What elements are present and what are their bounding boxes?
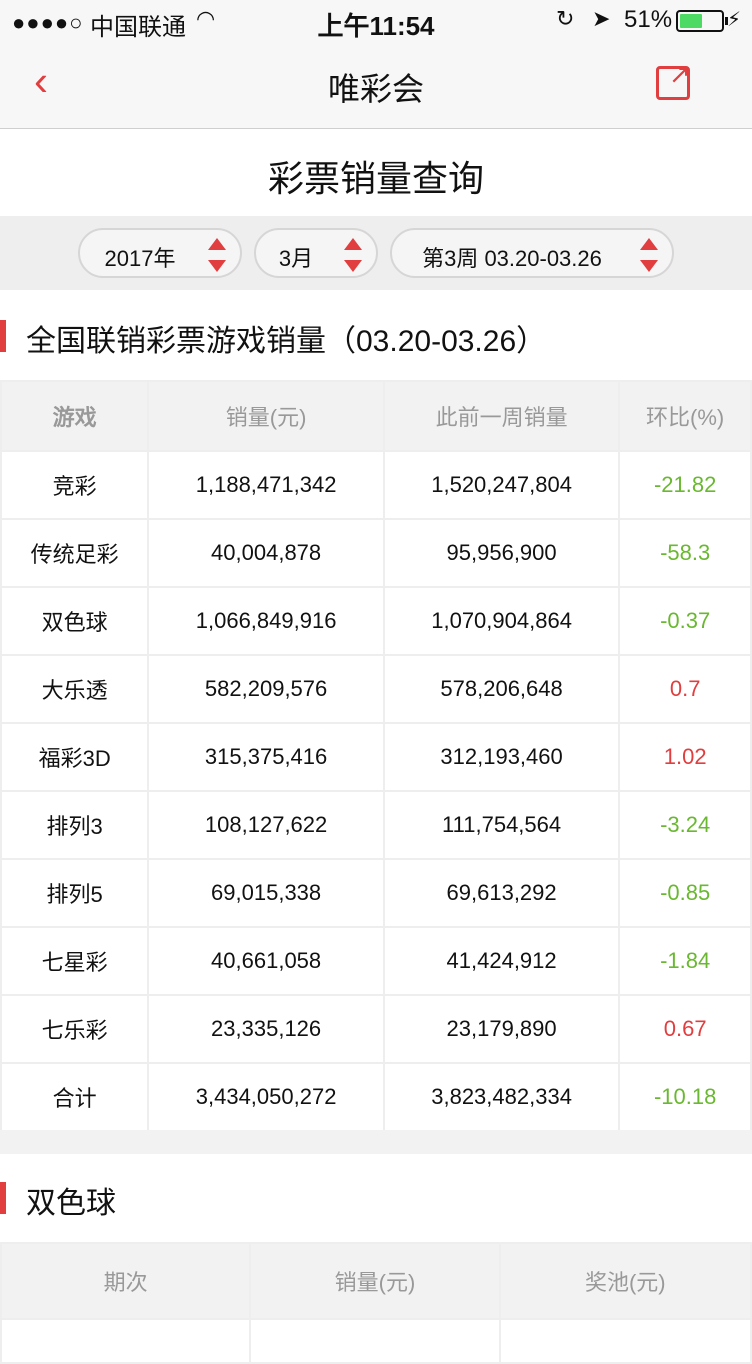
game-name: 竞彩: [0, 450, 150, 520]
sort-arrows-icon: [344, 238, 362, 272]
battery-percent: 51%: [624, 6, 673, 33]
share-icon[interactable]: ↗: [656, 59, 691, 100]
wifi-icon: ◠: [196, 6, 216, 31]
sales-value: 108,127,622: [147, 790, 385, 860]
header-issue: 期次: [0, 1242, 252, 1320]
table-row[interactable]: 七星彩 40,661,058 41,424,912 -1.84: [0, 926, 752, 996]
table-header-row: 期次 销量(元) 奖池(元): [0, 1242, 752, 1320]
signal-strength: ●●●●○: [12, 10, 84, 35]
section-accent-bar: [0, 320, 6, 352]
prev-sales-value: 111,754,564: [382, 790, 621, 860]
sales-value: 1,188,471,342: [147, 450, 385, 520]
prev-sales-value: 95,956,900: [382, 518, 621, 588]
section-ssq: 双色球: [0, 1178, 752, 1220]
status-bar: ●●●●○ 中国联通 ◠ 上午11:54 ↻ ➤ 51% ⚡: [0, 0, 752, 41]
ssq-table: 期次 销量(元) 奖池(元): [0, 1242, 752, 1364]
header-sales: 销量(元): [249, 1242, 501, 1320]
page-title: 彩票销量查询: [267, 158, 484, 199]
ratio-value: 0.67: [618, 994, 752, 1064]
game-name: 七乐彩: [0, 994, 150, 1064]
ratio-value: -3.24: [618, 790, 752, 860]
sales-value: 40,661,058: [147, 926, 385, 996]
table-header-row: 游戏 销量(元) 此前一周销量 环比(%): [0, 380, 752, 452]
nav-title: 唯彩会: [327, 71, 424, 107]
prev-sales-value: 312,193,460: [382, 722, 621, 792]
battery-icon: [676, 10, 728, 32]
ratio-value: -21.82: [618, 450, 752, 520]
prev-sales-value: 578,206,648: [382, 654, 621, 724]
table-row[interactable]: 竞彩 1,188,471,342 1,520,247,804 -21.82: [0, 450, 752, 520]
prev-sales-value: 1,070,904,864: [382, 586, 621, 656]
rotation-lock-icon: ↻: [556, 6, 575, 31]
sales-value: 1,066,849,916: [147, 586, 385, 656]
game-name: 双色球: [0, 586, 150, 656]
game-name: 传统足彩: [0, 518, 150, 588]
sort-arrows-icon: [208, 238, 226, 272]
ratio-value: -10.18: [618, 1062, 752, 1132]
prev-sales-value: 1,520,247,804: [382, 450, 621, 520]
status-time: 上午11:54: [317, 11, 435, 41]
year-value: 2017年: [104, 246, 176, 271]
prev-sales-value: 69,613,292: [382, 858, 621, 928]
table-row[interactable]: 传统足彩 40,004,878 95,956,900 -58.3: [0, 518, 752, 588]
table-row[interactable]: 双色球 1,066,849,916 1,070,904,864 -0.37: [0, 586, 752, 656]
prev-sales-value: 23,179,890: [382, 994, 621, 1064]
sales-value: 3,434,050,272: [147, 1062, 385, 1132]
section-divider: [0, 1130, 752, 1154]
header-sales: 销量(元): [147, 380, 385, 452]
game-name: 福彩3D: [0, 722, 150, 792]
game-name: 合计: [0, 1062, 150, 1132]
month-select[interactable]: 3月: [254, 228, 378, 278]
sales-value: 582,209,576: [147, 654, 385, 724]
game-name: 排列3: [0, 790, 150, 860]
sales-value: 23,335,126: [147, 994, 385, 1064]
sales-value: 40,004,878: [147, 518, 385, 588]
table-row[interactable]: 排列5 69,015,338 69,613,292 -0.85: [0, 858, 752, 928]
table-row[interactable]: 七乐彩 23,335,126 23,179,890 0.67: [0, 994, 752, 1064]
ratio-value: -1.84: [618, 926, 752, 996]
ratio-value: -0.37: [618, 586, 752, 656]
sales-value: 69,015,338: [147, 858, 385, 928]
header-game: 游戏: [0, 380, 150, 452]
section-title: 双色球: [26, 1187, 116, 1220]
back-chevron-icon[interactable]: ‹: [34, 57, 48, 104]
week-select[interactable]: 第3周 03.20-03.26: [390, 228, 674, 278]
prev-sales-value: 3,823,482,334: [382, 1062, 621, 1132]
ratio-value: 0.7: [618, 654, 752, 724]
game-name: 大乐透: [0, 654, 150, 724]
ratio-value: -58.3: [618, 518, 752, 588]
header-jackpot: 奖池(元): [498, 1242, 752, 1320]
sales-value: 315,375,416: [147, 722, 385, 792]
carrier-name: 中国联通: [90, 14, 186, 41]
ratio-value: -0.85: [618, 858, 752, 928]
week-value: 第3周 03.20-03.26: [422, 246, 602, 271]
prev-sales-value: 41,424,912: [382, 926, 621, 996]
location-icon: ➤: [592, 6, 611, 31]
month-value: 3月: [278, 246, 314, 271]
table-row[interactable]: 福彩3D 315,375,416 312,193,460 1.02: [0, 722, 752, 792]
sales-table: 游戏 销量(元) 此前一周销量 环比(%) 竞彩 1,188,471,342 1,5…: [0, 380, 752, 1132]
table-row-total: 合计 3,434,050,272 3,823,482,334 -10.18: [0, 1062, 752, 1132]
section-national-sales: 全国联销彩票游戏销量（03.20-03.26）: [0, 316, 752, 358]
table-row: [0, 1318, 752, 1364]
table-row[interactable]: 排列3 108,127,622 111,754,564 -3.24: [0, 790, 752, 860]
game-name: 七星彩: [0, 926, 150, 996]
filter-bar: 2017年 3月 第3周 03.20-03.26: [0, 216, 752, 290]
table-row[interactable]: 大乐透 582,209,576 578,206,648 0.7: [0, 654, 752, 724]
navigation-bar: ‹ 唯彩会 ↗: [0, 40, 752, 129]
sort-arrows-icon: [640, 238, 658, 272]
year-select[interactable]: 2017年: [78, 228, 242, 278]
section-accent-bar: [0, 1182, 6, 1214]
game-name: 排列5: [0, 858, 150, 928]
charging-icon: ⚡: [727, 9, 742, 31]
header-prev-sales: 此前一周销量: [382, 380, 621, 452]
ratio-value: 1.02: [618, 722, 752, 792]
header-ratio: 环比(%): [618, 380, 752, 452]
section-title: 全国联销彩票游戏销量（03.20-03.26）: [26, 325, 547, 358]
